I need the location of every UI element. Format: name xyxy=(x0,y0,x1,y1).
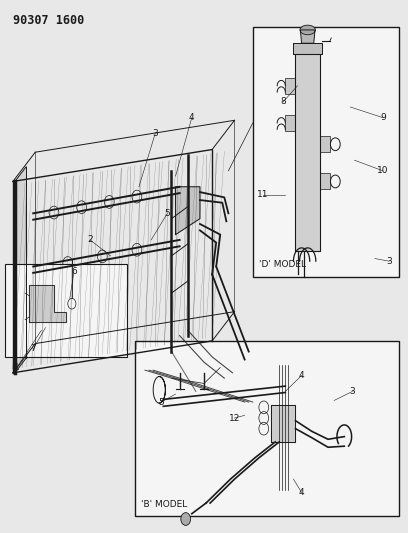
Circle shape xyxy=(25,280,33,290)
Text: 8: 8 xyxy=(280,97,286,106)
Bar xyxy=(5,264,127,357)
Bar xyxy=(320,136,330,152)
Bar xyxy=(320,173,330,189)
Text: 5: 5 xyxy=(158,398,164,407)
Polygon shape xyxy=(300,30,315,43)
Bar xyxy=(15,272,25,298)
Text: 9: 9 xyxy=(380,113,386,122)
Circle shape xyxy=(181,513,191,526)
Ellipse shape xyxy=(300,25,315,35)
Text: 'D' MODEL: 'D' MODEL xyxy=(259,260,306,269)
Polygon shape xyxy=(15,167,26,373)
Polygon shape xyxy=(175,187,200,235)
Bar xyxy=(285,115,295,131)
Text: 3: 3 xyxy=(350,387,355,396)
Text: 4: 4 xyxy=(299,488,304,497)
Text: 4: 4 xyxy=(189,113,195,122)
Text: 1: 1 xyxy=(14,363,20,372)
Bar xyxy=(285,78,295,94)
Polygon shape xyxy=(29,285,66,322)
Polygon shape xyxy=(271,405,295,442)
Text: 12: 12 xyxy=(229,414,240,423)
Text: 5: 5 xyxy=(164,209,170,218)
Text: 'B' MODEL: 'B' MODEL xyxy=(141,500,187,510)
Polygon shape xyxy=(295,54,320,251)
Text: 3: 3 xyxy=(152,129,158,138)
Bar xyxy=(135,341,399,516)
Text: 10: 10 xyxy=(377,166,389,175)
Text: 2: 2 xyxy=(87,236,93,245)
Text: 90307 1600: 90307 1600 xyxy=(13,14,84,27)
Text: 6: 6 xyxy=(71,268,77,276)
Text: 3: 3 xyxy=(386,257,392,265)
Bar xyxy=(253,27,399,277)
Text: 4: 4 xyxy=(299,371,304,380)
Text: 7: 7 xyxy=(30,344,36,353)
Polygon shape xyxy=(293,43,322,54)
Text: 11: 11 xyxy=(257,190,269,199)
